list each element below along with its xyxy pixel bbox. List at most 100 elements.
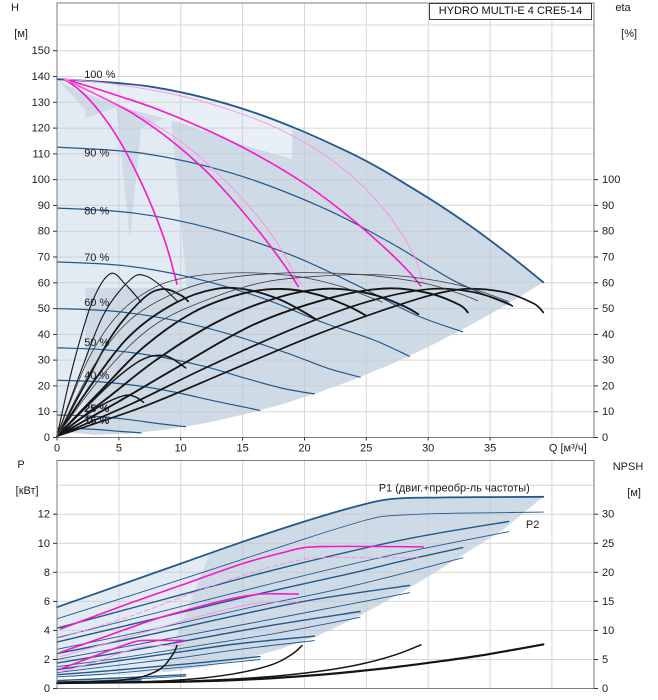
eta-10 xyxy=(56,287,514,438)
right-tick-label: 20 xyxy=(602,380,614,392)
eta-9 xyxy=(56,287,469,438)
eta-6 xyxy=(56,286,317,438)
eta-12 xyxy=(56,274,509,437)
left-tick-label: 110 xyxy=(32,148,50,160)
curve-label: 60 % xyxy=(84,297,109,309)
curve-label: 16 % xyxy=(84,415,109,427)
head-axis-title: H [м] xyxy=(2,2,28,41)
curve-label: 70 % xyxy=(84,252,109,264)
eta-8 xyxy=(56,287,420,438)
head-axis-symbol: H xyxy=(11,2,19,14)
grid-lines xyxy=(56,3,594,438)
p1-100 xyxy=(56,495,545,609)
eta-13 xyxy=(56,272,479,437)
npsh-axis-unit: [м] xyxy=(627,487,641,499)
curve-label: 100 % xyxy=(84,69,115,81)
x-tick-label: 20 xyxy=(298,443,310,455)
hq-chart: 0102030405060708090100110120130140150010… xyxy=(32,2,621,455)
npsh-axis-title: NPSH [м] xyxy=(602,461,654,500)
eta-axis-unit: [%] xyxy=(621,28,638,40)
left-tick-label: 130 xyxy=(32,97,50,109)
curve-label: 90 % xyxy=(84,147,109,159)
right-tick-label: 10 xyxy=(602,406,614,418)
right-tick-label: 0 xyxy=(602,432,608,444)
left-tick-label: 70 xyxy=(38,252,50,264)
eta-14 xyxy=(56,272,383,437)
eta-11 xyxy=(56,287,545,438)
p2-90 xyxy=(56,531,510,639)
curve-label: 25 % xyxy=(84,403,109,415)
p2-50 xyxy=(56,640,315,673)
left-tick-label: 0 xyxy=(44,432,50,444)
left-tick-label: 120 xyxy=(32,123,50,135)
eta-3 xyxy=(56,288,190,438)
npsh-axis-symbol: NPSH xyxy=(612,461,644,473)
p2-100 xyxy=(56,511,544,620)
left-tick-label: 12 xyxy=(38,509,50,521)
speed-40 xyxy=(56,379,261,411)
right-tick-label: 5 xyxy=(602,654,608,666)
plot-frame xyxy=(56,2,595,438)
left-tick-label: 4 xyxy=(44,625,50,637)
tick-labels: 0102030405060708090100110120130140150010… xyxy=(32,45,621,454)
p1-90 xyxy=(56,520,510,629)
limit-2pump-light xyxy=(63,78,303,286)
p-limit-3pump xyxy=(59,545,424,630)
left-tick-label: 0 xyxy=(44,683,50,695)
left-tick-label: 80 xyxy=(38,226,50,238)
power-axis-title: P [кВт] xyxy=(2,459,40,498)
x-tick-label: 30 xyxy=(422,443,434,455)
p1-70 xyxy=(56,584,411,655)
curve-label: 50 % xyxy=(84,337,109,349)
right-tick-label: 50 xyxy=(602,303,614,315)
curve-label: P2 xyxy=(526,519,539,531)
power-axis-symbol: P xyxy=(17,459,25,471)
p1-25 xyxy=(56,674,187,682)
p-limit-1pump-light xyxy=(60,645,182,673)
p2-60 xyxy=(56,616,361,668)
left-tick-label: 10 xyxy=(38,538,50,550)
x-tick-label: 5 xyxy=(116,443,122,455)
x-tick-label: 0 xyxy=(54,443,60,455)
power-npsh-chart: 0 2 4 6 8 10 12 0 5 10 15 20 25 30 P1 (двиг.+преобр-ль… xyxy=(38,460,614,695)
left-tick-label: 20 xyxy=(38,380,50,392)
left-tick-label: 10 xyxy=(38,406,50,418)
speed-90 xyxy=(56,146,510,306)
x-tick-label: 35 xyxy=(484,443,496,455)
right-tick-label: 90 xyxy=(602,200,614,212)
npsh-4pump xyxy=(55,643,545,685)
eta-1 xyxy=(56,272,142,437)
plot-frame xyxy=(56,460,595,689)
p-limit-3pump-light xyxy=(60,557,422,639)
right-tick-label: 10 xyxy=(602,625,614,637)
curve-label: 80 % xyxy=(84,205,109,217)
eta-2 xyxy=(56,274,178,437)
p-limit-1pump xyxy=(59,639,186,670)
right-tick-label: 80 xyxy=(602,226,614,238)
right-tick-label: 15 xyxy=(602,596,614,608)
right-tick-label: 30 xyxy=(602,355,614,367)
x-axis-unit-label: Q [м³/ч] xyxy=(549,443,587,455)
right-tick-label: 70 xyxy=(602,252,614,264)
p1-60 xyxy=(56,610,361,664)
right-tick-label: 40 xyxy=(602,329,614,341)
head-axis-unit: [м] xyxy=(14,28,28,40)
p1-80 xyxy=(56,546,464,643)
left-tick-label: 8 xyxy=(44,567,50,579)
curve-label: 40 % xyxy=(84,370,109,382)
pump-model-title: HYDRO MULTI-E 4 CRE5-14 xyxy=(429,3,592,20)
p1-50 xyxy=(56,635,316,671)
left-tick-label: 50 xyxy=(38,303,50,315)
left-tick-label: 100 xyxy=(32,174,50,186)
p-limit-2pump-light xyxy=(60,601,299,658)
eta-7 xyxy=(56,288,367,438)
x-tick-label: 10 xyxy=(175,443,187,455)
p2-40 xyxy=(56,659,261,678)
speed-70 xyxy=(56,261,411,357)
left-tick-label: 6 xyxy=(44,596,50,608)
right-tick-label: 25 xyxy=(602,538,614,550)
left-tick-label: 60 xyxy=(38,277,50,289)
left-tick-label: 2 xyxy=(44,654,50,666)
